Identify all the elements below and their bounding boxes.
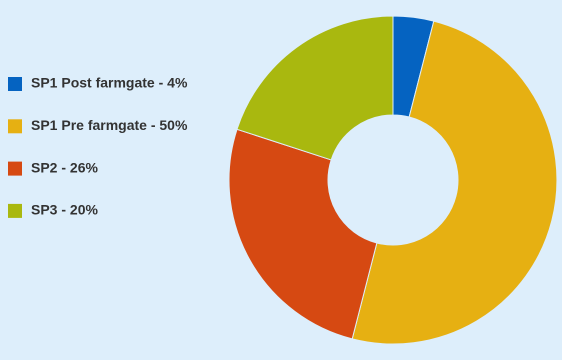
legend-label: SP2 - 26%	[31, 159, 98, 175]
legend-label: SP3 - 20%	[31, 202, 98, 218]
slice	[228, 128, 378, 340]
slice	[351, 20, 558, 345]
legend-swatch	[8, 119, 22, 134]
legend-label: SP1 Post farmgate - 4%	[31, 75, 188, 91]
slice	[236, 15, 394, 161]
legend-swatch	[8, 77, 22, 91]
legend-label: SP1 Pre farmgate - 50%	[31, 117, 188, 133]
legend-swatch	[8, 161, 22, 176]
legend-swatch	[8, 203, 22, 218]
